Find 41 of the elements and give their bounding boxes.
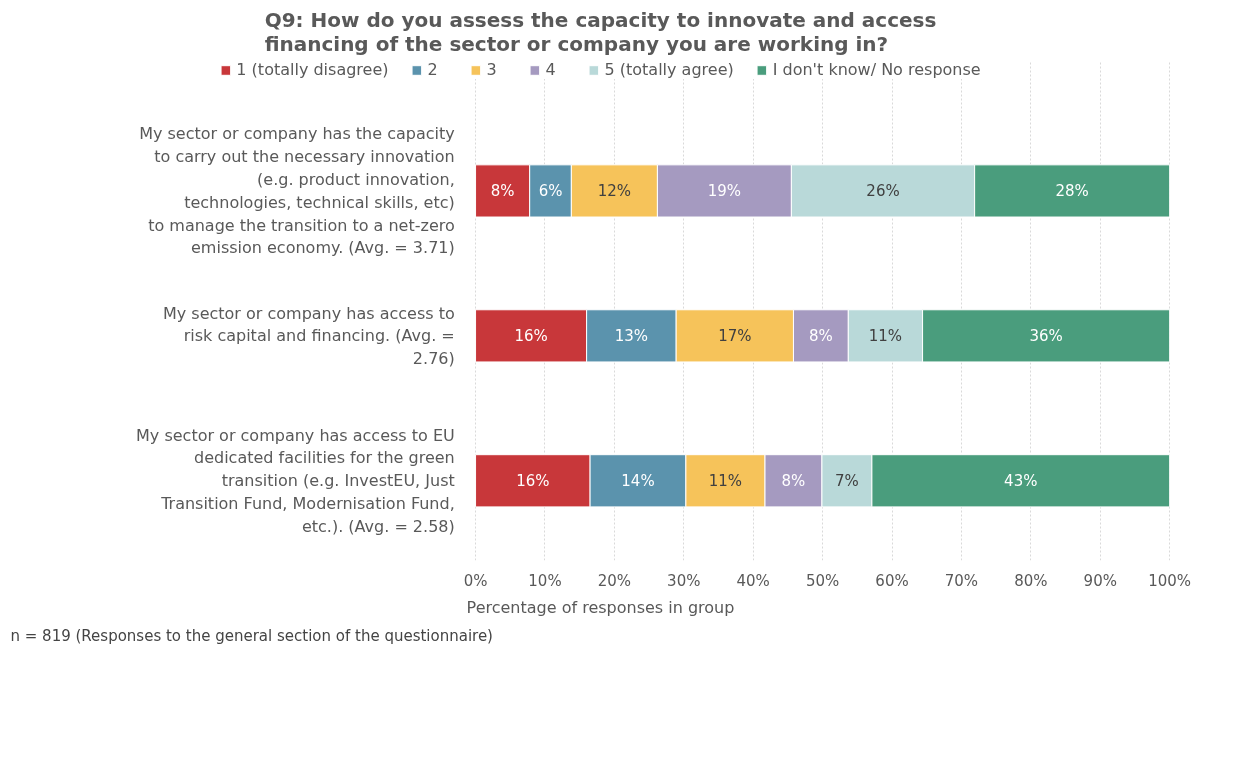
text: n = 819 (Responses to the general section of the questionnaire) <box>10 626 493 645</box>
x-tick-label: 10% <box>528 571 562 590</box>
data-label: 17% <box>718 326 752 345</box>
data-label: 28% <box>1055 181 1089 200</box>
data-label: 16% <box>514 326 548 345</box>
legend-label: 2 <box>427 60 439 79</box>
data-label: 19% <box>707 181 742 200</box>
legend-label: I don't know/ No response <box>772 60 981 79</box>
data-label: 43% <box>1004 471 1038 490</box>
data-label: 12% <box>597 181 632 200</box>
legend-label: 3 <box>486 60 498 79</box>
x-axis-title: Percentage of responses in group <box>466 597 735 617</box>
data-label: 7% <box>835 471 859 490</box>
y-tick-label: My sector or company has access to EU dedicated facilities for the green transition (e.g. InvestEU, Just Transition Fund, Modernisation Fund, etc.). (Avg. = 2.58) <box>136 425 455 536</box>
y-tick-label: My sector or company has access to risk capital and financing. (Avg. = 2.76) <box>162 303 455 369</box>
data-label: 26% <box>866 181 900 200</box>
x-tick-label: 0% <box>463 571 488 590</box>
data-label: 6% <box>538 181 563 200</box>
legend-label: 5 (totally agree) <box>604 60 734 79</box>
x-tick-label: 30% <box>667 571 701 590</box>
chart-title: Q9: How do you assess the capacity to innovate and access financing of the sector or company you are working in? <box>264 7 937 56</box>
x-tick-label: 80% <box>1014 571 1048 590</box>
legend-label: 4 <box>545 60 557 79</box>
x-tick-label: 60% <box>875 571 909 590</box>
data-label: 11% <box>708 471 743 490</box>
data-label: 8% <box>808 326 833 345</box>
legend-label: 1 (totally disagree) <box>236 60 389 79</box>
y-tick-label: My sector or company has the capacity to carry out the necessary innovation (e.g. product innovation, technologies, technical skills, etc) to manage the transition to a net-zero emission economy. (Avg. = 3.71) <box>139 124 455 258</box>
x-tick-label: 20% <box>597 571 632 590</box>
x-tick-label: 100% <box>1148 571 1192 590</box>
data-label: 14% <box>621 471 655 490</box>
data-label: 36% <box>1029 326 1063 345</box>
data-label: 11% <box>868 326 903 345</box>
data-label: 16% <box>516 471 550 490</box>
x-tick-label: 90% <box>1083 571 1117 590</box>
data-label: 13% <box>614 326 649 345</box>
x-tick-label: 50% <box>805 571 840 590</box>
x-tick-label: 70% <box>944 571 979 590</box>
data-label: 8% <box>490 181 515 200</box>
x-tick-label: 40% <box>736 571 770 590</box>
data-label: 8% <box>781 471 806 490</box>
